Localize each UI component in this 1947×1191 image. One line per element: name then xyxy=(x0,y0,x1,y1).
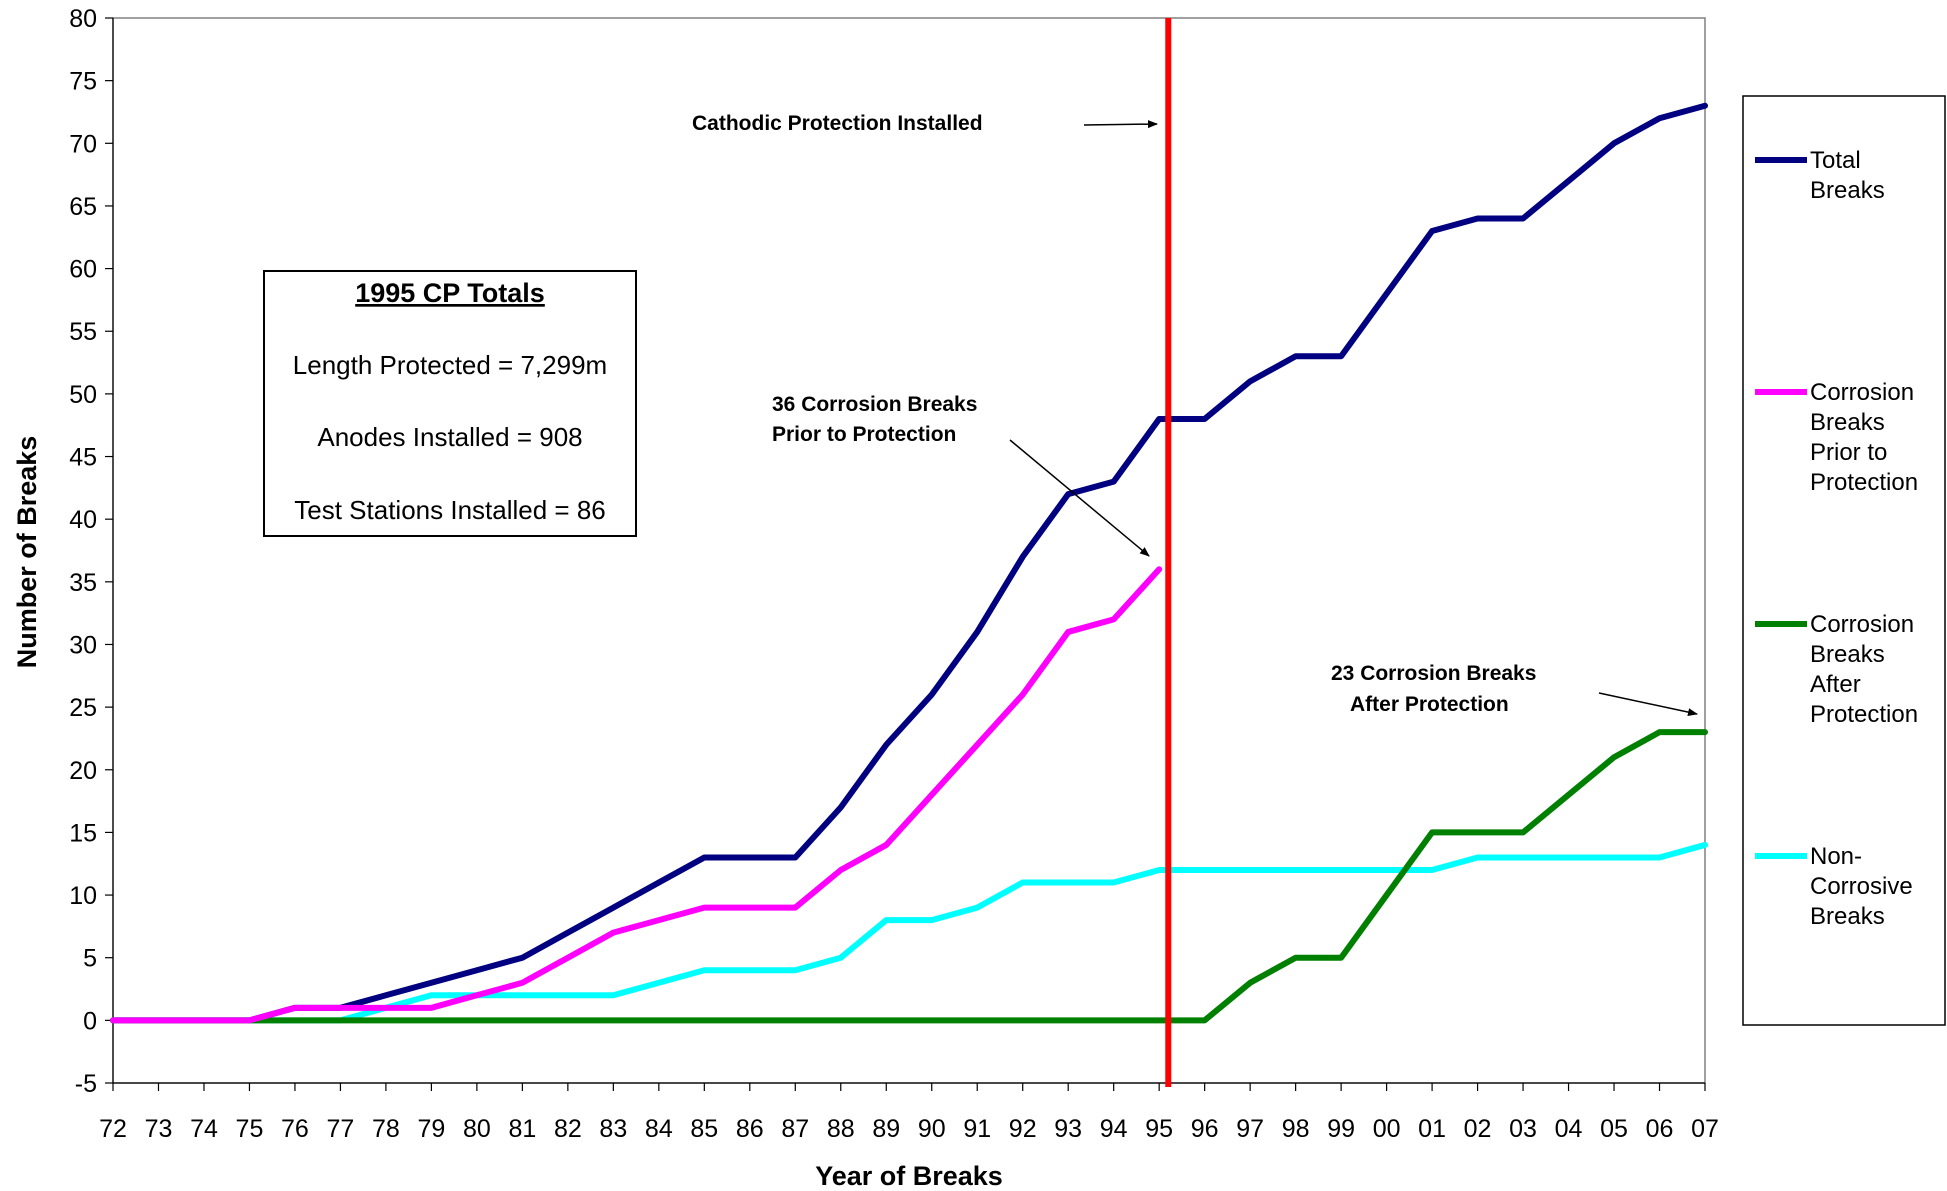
legend-label: Breaks xyxy=(1810,903,1885,930)
legend-label: After xyxy=(1810,671,1861,698)
y-tick-label: 55 xyxy=(69,318,97,346)
x-axis: 72 73 74 75 76 77 78 79 80 81 82 83 84 85 86 87 88 89 90 91… xyxy=(99,1082,1719,1143)
x-tick-label: 01 xyxy=(1418,1115,1446,1143)
y-tick-label: 15 xyxy=(69,819,97,847)
x-tick-label: 06 xyxy=(1646,1115,1674,1143)
series-layer xyxy=(110,102,1708,1024)
legend-label: Corrosion xyxy=(1810,379,1914,406)
annotation-after-line2: After Protection xyxy=(1350,693,1509,716)
x-tick-label: 97 xyxy=(1236,1115,1264,1143)
x-tick-label: 00 xyxy=(1373,1115,1401,1143)
x-tick-label: 07 xyxy=(1691,1115,1719,1143)
y-tick-label: 40 xyxy=(69,506,97,534)
y-tick-label: 70 xyxy=(69,130,97,158)
y-tick-label: 50 xyxy=(69,381,97,409)
x-tick-label: 78 xyxy=(372,1115,400,1143)
x-tick-label: 99 xyxy=(1327,1115,1355,1143)
legend: Total Breaks Corrosion Breaks Prior to Protec… xyxy=(1742,95,1946,1026)
x-tick-label: 81 xyxy=(508,1115,536,1143)
y-axis: -5 0 5 10 15 20 25 30 35 40 45 50 55 60 65 70 75 80 xyxy=(69,5,114,1098)
y-tick-label: 80 xyxy=(69,5,97,33)
y-tick-label: 20 xyxy=(69,757,97,785)
x-tick-label: 83 xyxy=(599,1115,627,1143)
anodes-installed-text: Anodes Installed = 908 xyxy=(317,422,582,452)
legend-label: Total xyxy=(1810,147,1861,174)
legend-label: Corrosion xyxy=(1810,611,1914,638)
series-line-total-breaks xyxy=(110,102,1708,1024)
x-tick-label: 95 xyxy=(1145,1115,1173,1143)
annotation-prior-line2: Prior to Protection xyxy=(772,423,956,446)
legend-label: Breaks xyxy=(1810,409,1885,436)
y-tick-label: 45 xyxy=(69,444,97,472)
y-tick-label: 30 xyxy=(69,631,97,659)
x-tick-label: 88 xyxy=(827,1115,855,1143)
x-tick-label: 75 xyxy=(236,1115,264,1143)
series-line-corrosion-breaks-after-protection xyxy=(110,729,1708,1024)
x-tick-label: 03 xyxy=(1509,1115,1537,1143)
x-tick-label: 02 xyxy=(1464,1115,1492,1143)
annotation-prior-line1: 36 Corrosion Breaks xyxy=(772,393,977,416)
cp-totals-title: 1995 CP Totals xyxy=(355,278,545,308)
annotation-after-arrow xyxy=(1598,692,1698,717)
x-tick-label: 87 xyxy=(781,1115,809,1143)
legend-item-corrosion-breaks-prior-to-protection: Corrosion Breaks Prior to Protection xyxy=(1755,379,1918,496)
y-tick-label: 25 xyxy=(69,694,97,722)
y-tick-label: 65 xyxy=(69,193,97,221)
x-tick-label: 77 xyxy=(327,1115,355,1143)
y-tick-label: 0 xyxy=(83,1007,97,1035)
legend-label: Corrosive xyxy=(1810,873,1913,900)
x-tick-label: 76 xyxy=(281,1115,309,1143)
annotation-prior-arrow xyxy=(1009,439,1150,557)
y-axis-title: Number of Breaks xyxy=(12,436,42,669)
annotation-after-line1: 23 Corrosion Breaks xyxy=(1331,662,1536,685)
y-tick-label: 5 xyxy=(83,945,97,973)
x-tick-label: 79 xyxy=(417,1115,445,1143)
x-tick-label: 86 xyxy=(736,1115,764,1143)
y-tick-label: 75 xyxy=(69,68,97,96)
legend-label: Protection xyxy=(1810,701,1918,728)
legend-label: Breaks xyxy=(1810,177,1885,204)
x-tick-label: 93 xyxy=(1054,1115,1082,1143)
x-tick-label: 91 xyxy=(963,1115,991,1143)
legend-item-non-corrosive-breaks: Non- Corrosive Breaks xyxy=(1755,843,1913,930)
legend-label: Protection xyxy=(1810,469,1918,496)
test-stations-text: Test Stations Installed = 86 xyxy=(294,495,605,525)
legend-label: Non- xyxy=(1810,843,1862,870)
plot-area xyxy=(112,17,1706,1084)
x-tick-label: 04 xyxy=(1555,1115,1583,1143)
x-tick-label: 05 xyxy=(1600,1115,1628,1143)
x-tick-label: 84 xyxy=(645,1115,673,1143)
x-tick-label: 85 xyxy=(690,1115,718,1143)
y-tick-label: 10 xyxy=(69,882,97,910)
legend-item-corrosion-breaks-after-protection: Corrosion Breaks After Protection xyxy=(1755,611,1918,728)
x-tick-label: 80 xyxy=(463,1115,491,1143)
x-tick-label: 96 xyxy=(1191,1115,1219,1143)
legend-item-total-breaks: Total Breaks xyxy=(1755,147,1885,204)
x-tick-label: 98 xyxy=(1282,1115,1310,1143)
series-line-corrosion-breaks-prior-to-protection xyxy=(110,566,1163,1024)
y-tick-label: 35 xyxy=(69,569,97,597)
y-tick-label: -5 xyxy=(75,1070,97,1098)
y-tick-label: 60 xyxy=(69,256,97,284)
x-tick-label: 74 xyxy=(190,1115,218,1143)
annotation-cp-arrow xyxy=(1083,120,1158,129)
annotation-cathodic-protection: Cathodic Protection Installed xyxy=(692,112,983,135)
x-tick-label: 89 xyxy=(872,1115,900,1143)
x-tick-label: 94 xyxy=(1100,1115,1128,1143)
x-tick-label: 92 xyxy=(1009,1115,1037,1143)
x-tick-label: 72 xyxy=(99,1115,127,1143)
legend-label: Prior to xyxy=(1810,439,1887,466)
cp-totals-box: 1995 CP Totals Length Protected = 7,299m… xyxy=(263,270,637,537)
x-axis-title: Year of Breaks xyxy=(815,1161,1003,1191)
x-tick-label: 90 xyxy=(918,1115,946,1143)
x-tick-label: 73 xyxy=(145,1115,173,1143)
legend-label: Breaks xyxy=(1810,641,1885,668)
x-tick-label: 82 xyxy=(554,1115,582,1143)
length-protected-text: Length Protected = 7,299m xyxy=(293,350,607,380)
